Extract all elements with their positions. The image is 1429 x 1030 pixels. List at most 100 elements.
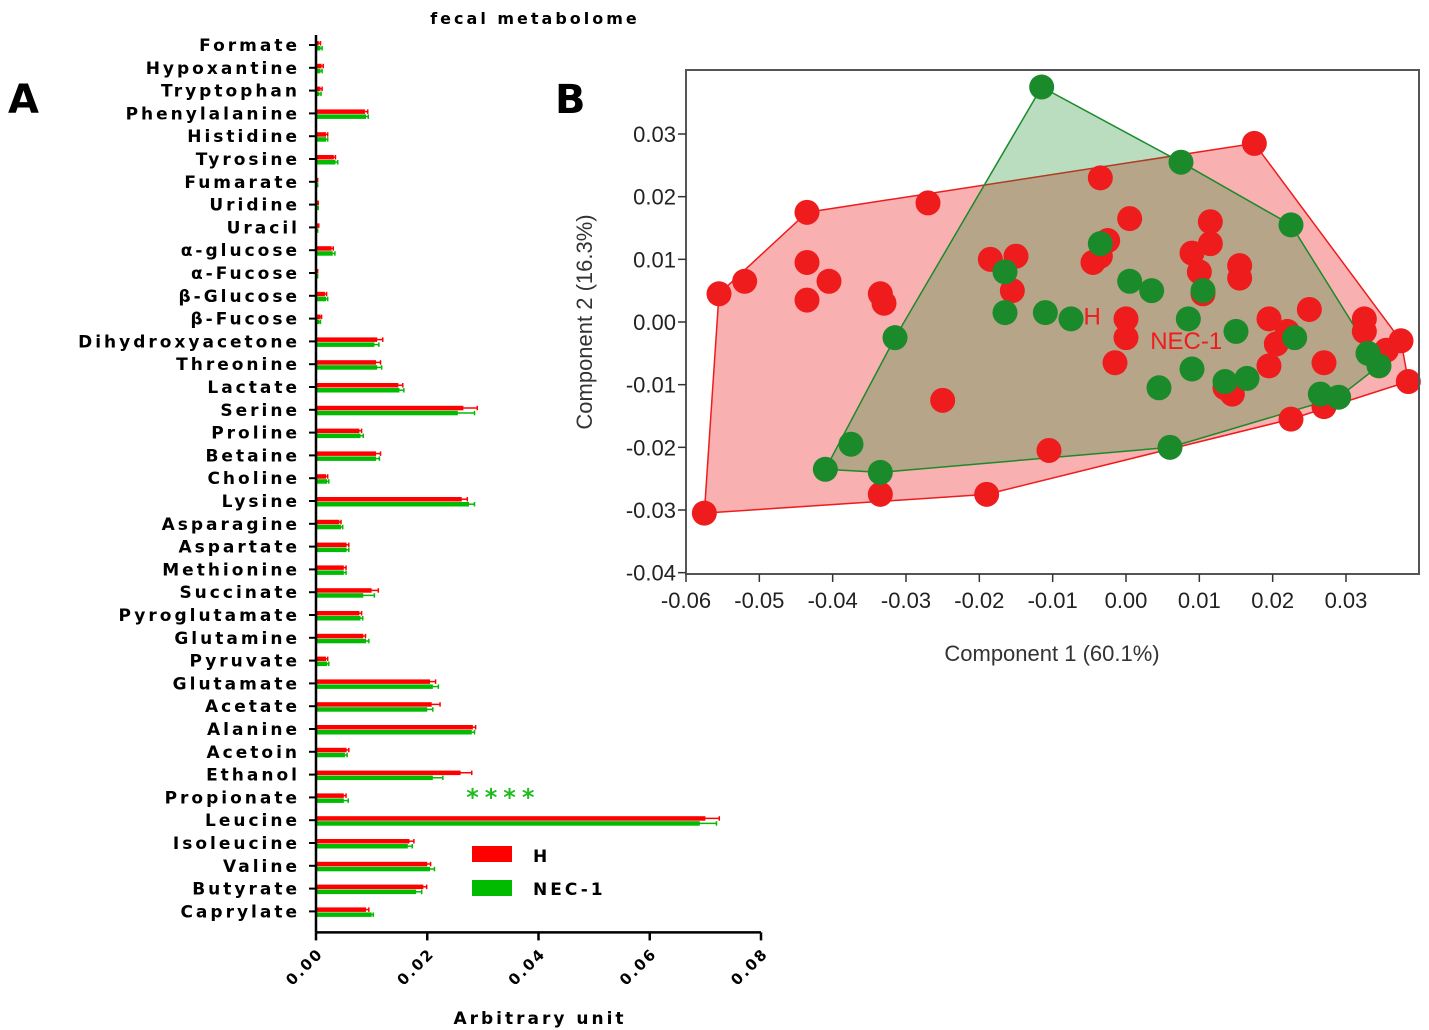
bar-h-proline — [316, 428, 360, 434]
point-h-34 — [1241, 130, 1267, 156]
b-y-tick-label-7: -0.04 — [626, 561, 676, 586]
b-x-tick-label-8: 0.02 — [1251, 588, 1294, 613]
bar-nec-1-glucose — [316, 296, 327, 302]
point-nec1-18 — [1212, 369, 1238, 395]
hull-label-h: H — [1083, 304, 1100, 331]
x-tick-label-0: 0.00 — [282, 945, 327, 990]
point-h-3 — [794, 199, 820, 225]
point-nec1-17 — [1190, 278, 1216, 304]
bar-nec-1-fucose — [316, 319, 320, 325]
bar-h-acetate — [316, 702, 432, 707]
point-nec1-7 — [1032, 300, 1058, 326]
panel-b-pca-plot: B H NEC-1 -0.06 -0.05 -0.04 -0.03 -0.02 -0.01… — [555, 69, 1421, 666]
bar-nec-1-pyroglutamate — [316, 616, 361, 621]
b-x-tick-label-1: -0.05 — [734, 588, 784, 613]
point-h-21 — [1117, 206, 1143, 232]
category-label-acetoin: Acetoin — [207, 743, 301, 763]
bar-h-betaine — [316, 451, 377, 456]
point-h-14 — [999, 278, 1025, 304]
x-tick-label-4: 0.08 — [727, 945, 772, 990]
axes-b: -0.06 -0.05 -0.04 -0.03 -0.02 -0.01 0.00 0.01 0.… — [626, 122, 1368, 613]
b-x-tick-label-6: 0.00 — [1105, 588, 1148, 613]
bar-nec-1-ethanol — [316, 775, 433, 781]
b-x-tick-label-2: -0.04 — [808, 588, 858, 613]
bar-nec-1-formate — [316, 46, 321, 51]
legend-swatch-nec1 — [472, 880, 512, 896]
point-h-40 — [1296, 296, 1322, 322]
point-h-8 — [867, 481, 893, 507]
bar-h-phenylalanine — [316, 109, 365, 114]
bar-nec-1-caprylate — [316, 912, 372, 917]
bar-nec-1-hypoxantine — [316, 68, 321, 74]
category-label-hypoxantine: Hypoxantine — [146, 59, 300, 79]
bar-h-glutamine — [316, 633, 364, 639]
bar-nec-1-dihydroxyacetone — [316, 342, 375, 347]
category-label-alanine: Alanine — [207, 720, 300, 740]
point-h-36 — [1256, 306, 1282, 332]
significance-stars: **** — [466, 783, 540, 811]
category-label-leucine: Leucine — [205, 811, 300, 831]
point-h-4 — [794, 249, 820, 275]
x-tick-label-1: 0.02 — [394, 945, 439, 990]
point-h-46 — [1388, 328, 1414, 354]
bar-nec-1-pyruvate — [316, 661, 328, 667]
point-h-5 — [794, 287, 820, 313]
x-axis-title-b: Component 1 (60.1%) — [944, 641, 1159, 666]
point-nec1-1 — [838, 431, 864, 457]
category-label-proline: Proline — [211, 424, 300, 444]
bar-nec-1-threonine — [316, 365, 378, 370]
category-label-phenylalanine: Phenylalanine — [126, 104, 300, 124]
panel-a-letter: A — [8, 77, 39, 123]
bar-h-aspartate — [316, 542, 347, 548]
point-h-23 — [1113, 306, 1139, 332]
category-label-isoleucine: Isoleucine — [173, 834, 300, 854]
point-h-39 — [1278, 406, 1304, 432]
bar-nec-1-glucose — [316, 251, 333, 256]
category-label-asparagine: Asparagine — [162, 515, 300, 535]
bar-nec-1-serine — [316, 410, 458, 416]
bar-nec-1-histidine — [316, 137, 327, 142]
legend-label-h: H — [533, 847, 550, 867]
point-h-28 — [1197, 209, 1223, 235]
x-tick-labels: 0.00 0.02 0.04 0.06 0.08 — [282, 945, 772, 990]
b-y-tick-label-0: 0.03 — [633, 122, 676, 147]
bar-h-asparagine — [316, 519, 340, 525]
category-label-fumarate: Fumarate — [184, 173, 300, 193]
category-label-uracil: Uracil — [227, 218, 300, 238]
bar-h-caprylate — [316, 907, 367, 912]
category-label-formate: Formate — [199, 36, 300, 56]
point-nec1-6 — [1029, 74, 1055, 100]
bars — [316, 41, 721, 917]
b-x-tick-label-0: -0.06 — [661, 588, 711, 613]
bar-nec-1-asparagine — [316, 524, 342, 530]
x-axis-title: Arbitrary unit — [453, 1009, 626, 1029]
bar-nec-1-phenylalanine — [316, 114, 367, 119]
bar-h-histidine — [316, 132, 327, 137]
category-label-lactate: Lactate — [207, 378, 300, 398]
b-x-tick-label-4: -0.02 — [954, 588, 1004, 613]
point-h-41 — [1311, 350, 1337, 376]
category-label-glutamate: Glutamate — [173, 674, 300, 694]
legend-swatch-h — [472, 846, 512, 862]
bar-h-butyrate — [316, 884, 424, 890]
point-nec1-2 — [867, 459, 893, 485]
point-nec1-24 — [1326, 384, 1352, 410]
point-nec1-26 — [1366, 353, 1392, 379]
bar-h-lactate — [316, 383, 399, 388]
panel-a-bar-chart: fecal metabolome A Formate Hypoxantine Try… — [8, 9, 772, 1029]
b-y-tick-label-1: 0.02 — [633, 185, 676, 210]
point-nec1-12 — [1146, 375, 1172, 401]
b-y-tick-label-5: -0.02 — [626, 435, 676, 460]
bar-h-ethanol — [316, 770, 461, 776]
bar-h-leucine — [316, 816, 706, 821]
legend-label-nec1: NEC-1 — [533, 880, 606, 900]
bar-h-lysine — [316, 497, 462, 502]
point-h-6 — [816, 268, 842, 294]
bar-nec-1-lactate — [316, 388, 400, 393]
bar-h-isoleucine — [316, 839, 410, 844]
y-axis-title-b: Component 2 (16.3%) — [572, 214, 597, 429]
bar-h-methionine — [316, 565, 344, 570]
point-nec1-22 — [1282, 325, 1308, 351]
point-h-12 — [974, 481, 1000, 507]
